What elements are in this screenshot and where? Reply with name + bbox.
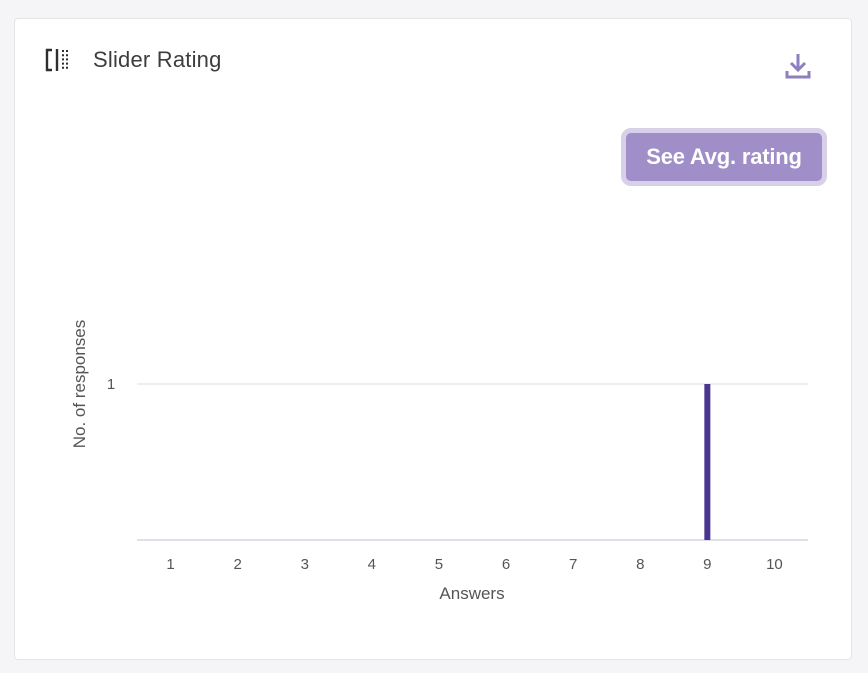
x-tick-label: 6 — [502, 556, 510, 573]
x-tick-label: 2 — [233, 556, 241, 573]
x-tick-label: 7 — [569, 556, 577, 573]
card-header: Slider Rating — [45, 47, 222, 73]
slider-rating-icon — [45, 47, 73, 73]
see-avg-rating-button[interactable]: See Avg. rating — [621, 128, 827, 186]
x-tick-label: 8 — [636, 556, 644, 573]
x-tick-label: 4 — [368, 556, 376, 573]
x-tick-label: 3 — [301, 556, 309, 573]
x-tick-label: 10 — [766, 556, 783, 573]
x-tick-label: 1 — [166, 556, 174, 573]
responses-bar-chart: 1 2 3 4 5 6 7 8 9 10 1 Answers No. of responses — [70, 320, 808, 603]
download-icon[interactable] — [785, 52, 811, 80]
x-tick-label: 9 — [703, 556, 711, 573]
x-tick-label: 5 — [435, 556, 443, 573]
bar-9[interactable] — [704, 384, 711, 540]
x-axis-label: Answers — [439, 584, 504, 603]
y-tick-label: 1 — [107, 376, 115, 393]
card-title: Slider Rating — [93, 47, 222, 72]
y-axis-label: No. of responses — [70, 320, 89, 449]
